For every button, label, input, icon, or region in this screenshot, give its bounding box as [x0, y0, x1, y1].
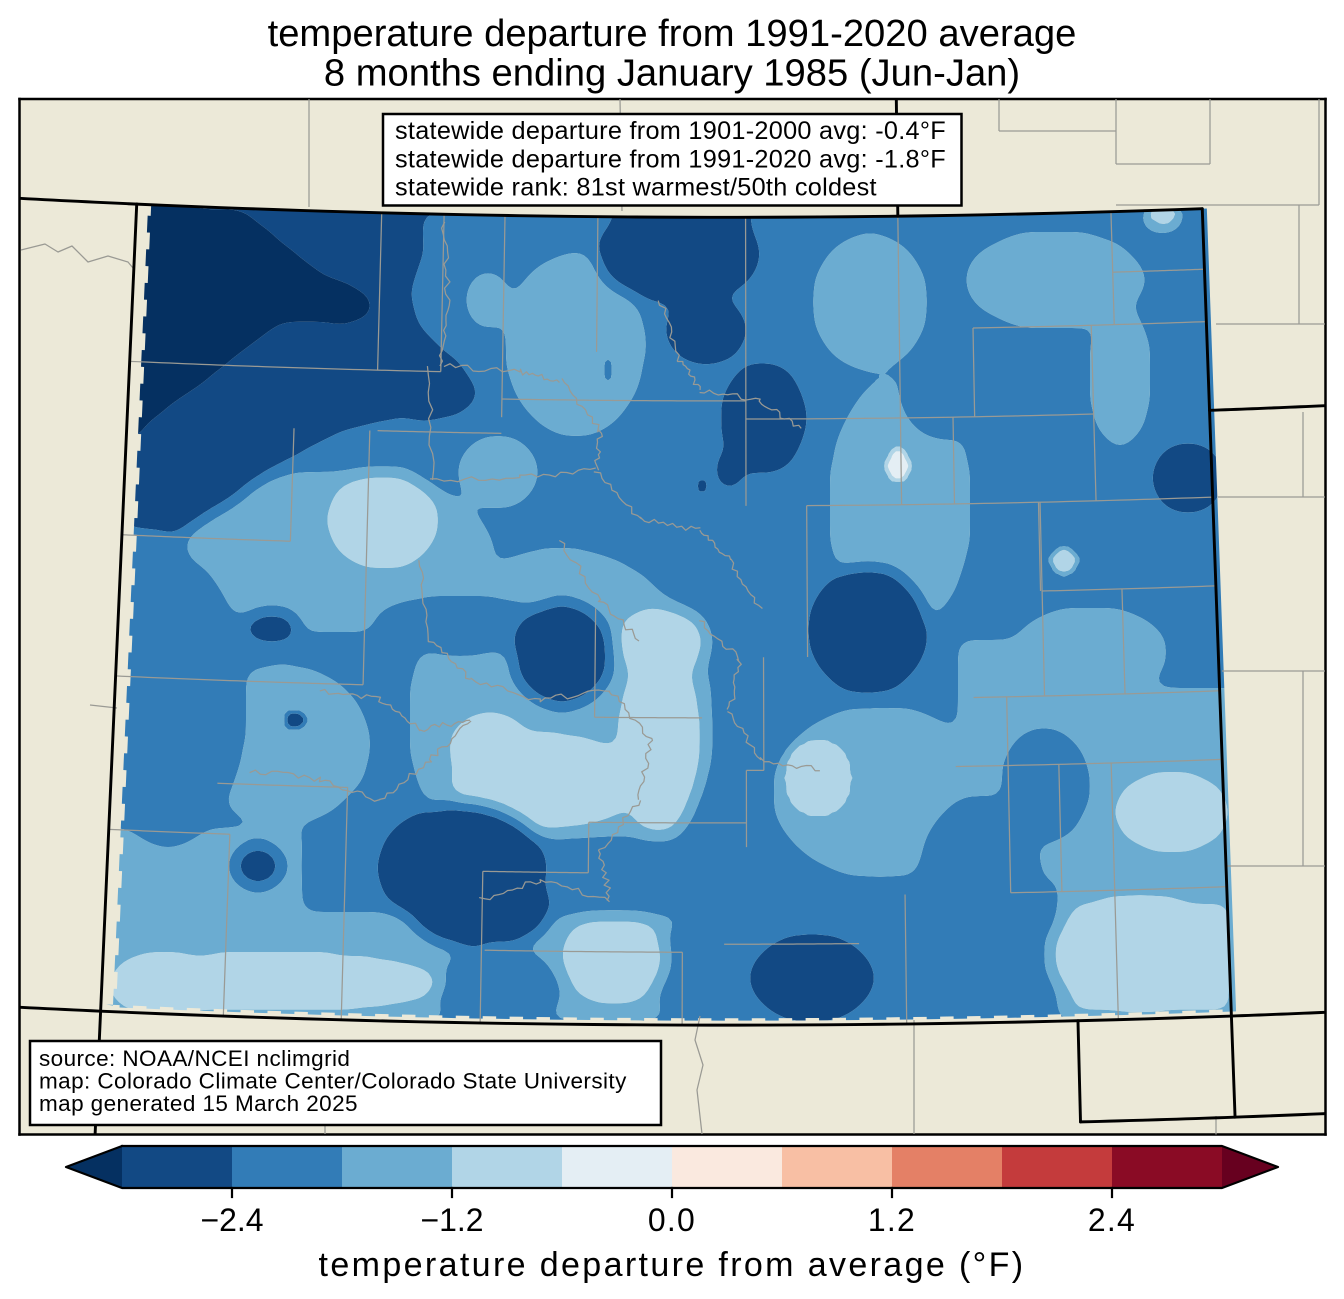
svg-text:statewide departure from 1901-: statewide departure from 1901-2000 avg: … [395, 117, 946, 145]
svg-text:statewide rank: 81st warmest/5: statewide rank: 81st warmest/50th coldes… [395, 173, 877, 201]
svg-text:8 months ending January 1985 (: 8 months ending January 1985 (Jun-Jan) [324, 52, 1020, 95]
svg-text:temperature departure from ave: temperature departure from average (°F) [319, 1246, 1026, 1284]
svg-text:1.2: 1.2 [868, 1202, 916, 1238]
svg-text:temperature departure from 199: temperature departure from 1991-2020 ave… [268, 12, 1077, 55]
svg-text:map: Colorado Climate Center/C: map: Colorado Climate Center/Colorado St… [39, 1068, 627, 1093]
svg-text:−1.2: −1.2 [420, 1202, 483, 1238]
svg-text:−2.4: −2.4 [200, 1202, 263, 1238]
svg-text:map generated 15 March 2025: map generated 15 March 2025 [39, 1091, 358, 1116]
svg-text:statewide departure from 1991-: statewide departure from 1991-2020 avg: … [395, 145, 946, 173]
svg-text:0.0: 0.0 [648, 1202, 696, 1238]
svg-text:source: NOAA/NCEI nclimgrid: source: NOAA/NCEI nclimgrid [39, 1046, 350, 1071]
svg-text:2.4: 2.4 [1088, 1202, 1136, 1238]
